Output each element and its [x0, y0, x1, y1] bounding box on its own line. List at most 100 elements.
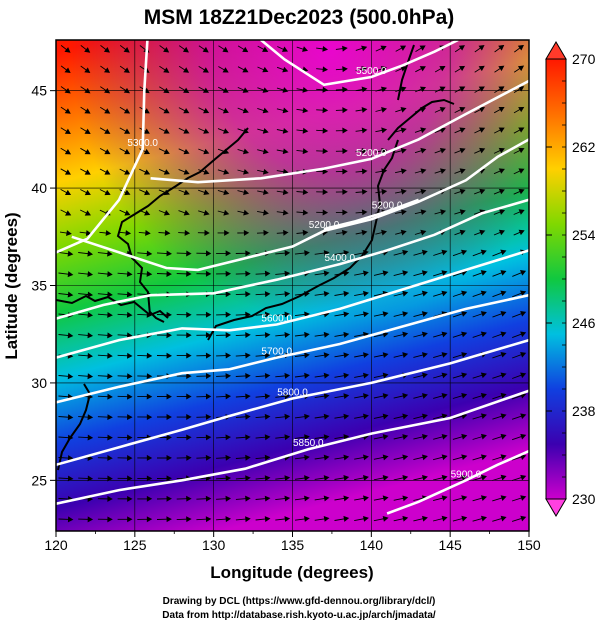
wind-arrow: [492, 352, 507, 359]
wind-arrow: [474, 127, 486, 134]
wind-arrow: [78, 250, 94, 257]
y-axis: 25 30 35 40 45: [31, 83, 56, 488]
wind-arrow: [158, 230, 171, 236]
wind-arrow: [117, 311, 133, 318]
wind-arrow: [354, 290, 369, 297]
wind-arrow: [472, 413, 487, 420]
wind-arrow: [275, 270, 291, 277]
wind-arrow: [296, 127, 309, 134]
korea-coast-south: [56, 294, 169, 319]
wind-arrow: [216, 516, 232, 523]
contour-label: 5200.0: [372, 200, 403, 211]
wind-arrow: [513, 86, 525, 93]
wind-arrow: [334, 290, 350, 297]
wind-arrow: [433, 331, 448, 338]
wind-arrow: [334, 372, 350, 379]
wind-arrow: [276, 127, 289, 134]
wind-arrow: [237, 86, 249, 93]
contour-line: [71, 138, 529, 272]
wind-arrow: [59, 230, 72, 236]
wind-arrow: [137, 495, 153, 502]
wind-arrow: [395, 66, 407, 72]
wind-arrow: [454, 229, 466, 236]
wind-arrow: [492, 331, 507, 338]
wind-arrow: [314, 250, 330, 256]
wind-arrow: [235, 516, 251, 523]
wind-arrow: [375, 168, 388, 175]
contour-label: 5800.0: [277, 388, 308, 399]
wind-arrow: [257, 107, 269, 114]
wind-arrow: [454, 107, 466, 114]
chart-title: MSM 18Z21Dec2023 (500.0hPa): [144, 6, 455, 29]
wind-arrow: [60, 65, 71, 74]
wind-arrow: [178, 127, 190, 134]
wind-arrow: [296, 86, 309, 93]
wind-arrow: [58, 271, 74, 278]
wind-arrow: [452, 372, 468, 379]
wind-arrow: [434, 168, 446, 174]
wind-arrow: [413, 270, 428, 277]
wind-arrow: [414, 229, 427, 236]
wind-arrow: [294, 454, 310, 461]
wind-arrow: [80, 45, 91, 53]
x-tick-label: 140: [360, 537, 384, 553]
wind-arrow: [78, 271, 94, 278]
wind-arrow: [97, 271, 113, 278]
wind-arrow: [393, 270, 409, 277]
wind-arrow: [354, 495, 369, 502]
wind-arrow: [373, 352, 389, 359]
wind-arrow: [216, 332, 232, 339]
wind-arrow: [137, 414, 153, 421]
wind-arrow: [216, 393, 232, 400]
wind-arrow: [294, 352, 310, 359]
wind-arrow: [255, 332, 271, 338]
wind-arrow: [97, 250, 113, 257]
wind-arrow: [413, 352, 428, 358]
wind-arrow: [117, 332, 133, 339]
wind-arrow: [137, 373, 153, 380]
wind-arrow: [432, 495, 448, 502]
wind-arrow: [198, 107, 210, 114]
wind-arrow: [452, 249, 468, 257]
wind-arrow: [511, 474, 527, 482]
wind-arrow: [395, 168, 407, 175]
wind-arrow: [413, 433, 428, 440]
wind-arrow: [78, 332, 94, 339]
wind-arrow: [235, 475, 251, 482]
wind-arrow: [156, 332, 172, 339]
wind-arrow: [494, 44, 505, 53]
wind-arrow: [316, 148, 329, 155]
wind-arrow: [316, 209, 329, 216]
wind-arrow: [413, 290, 428, 297]
wind-arrow: [97, 434, 113, 441]
wind-arrow: [117, 373, 133, 380]
wind-arrow: [237, 209, 250, 216]
wind-arrow: [257, 209, 269, 216]
wind-arrow: [314, 393, 330, 400]
wind-arrow: [493, 209, 506, 215]
wind-arrow: [434, 147, 446, 154]
wind-arrow: [395, 45, 407, 52]
wind-arrow: [235, 372, 251, 379]
wind-arrow: [454, 65, 466, 73]
wind-arrow: [257, 87, 269, 93]
wind-arrow: [60, 147, 71, 155]
wind-arrow: [137, 311, 153, 318]
contour-line: [323, 198, 420, 231]
wind-arrow: [275, 495, 291, 502]
wind-arrow: [474, 229, 486, 236]
wind-arrow: [139, 168, 151, 175]
wind-arrow: [472, 311, 487, 318]
wind-arrow: [294, 475, 310, 482]
wind-arrow: [334, 515, 350, 522]
wind-arrow: [255, 434, 271, 441]
wind-arrow: [375, 229, 387, 236]
wind-arrow: [513, 229, 525, 236]
wind-arrow: [395, 188, 407, 195]
wind-arrow: [334, 393, 350, 400]
wind-arrow: [237, 229, 250, 236]
wind-arrow: [511, 454, 527, 461]
wind-arrow: [335, 45, 348, 52]
x-tick-label: 145: [438, 537, 462, 553]
wind-arrow: [198, 66, 209, 73]
